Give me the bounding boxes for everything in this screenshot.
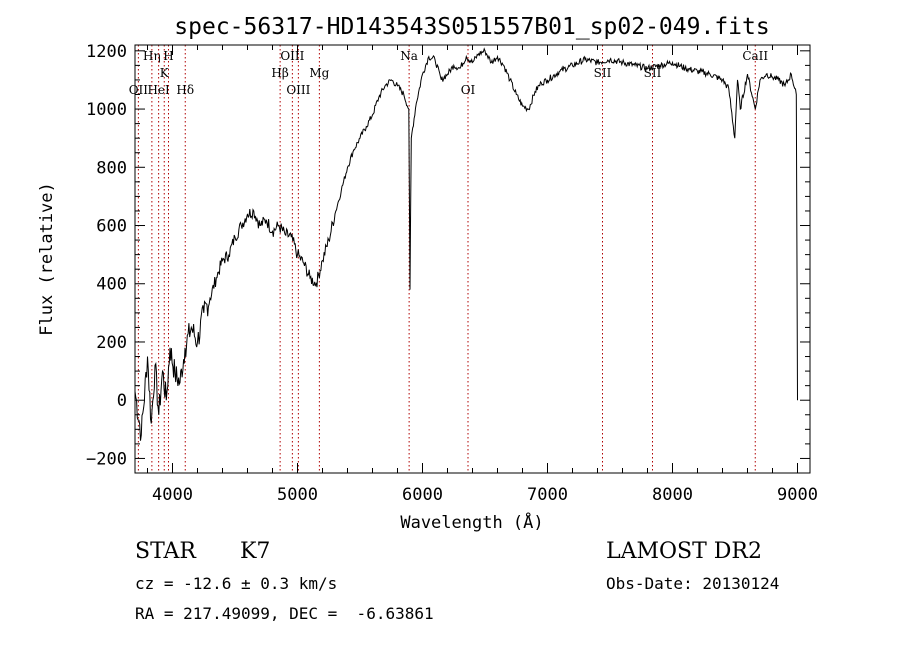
line-marker-label: HeI bbox=[147, 83, 170, 97]
line-markers: OII Hη HeI KH Hδ Hβ OIII OIII Mg Na OI SII SII CaII bbox=[129, 45, 768, 473]
line-marker-label: Na bbox=[400, 49, 418, 63]
x-axis-label: Wavelength (Å) bbox=[400, 511, 543, 533]
y-tick-label: 200 bbox=[96, 333, 127, 353]
chart-title: spec-56317-HD143543S051557B01_sp02-049.f… bbox=[174, 14, 769, 40]
y-axis-label: Flux (relative) bbox=[37, 182, 57, 336]
line-marker-label: CaII bbox=[742, 49, 768, 63]
y-tick-label: 1000 bbox=[86, 100, 127, 120]
y-tick-label: 1200 bbox=[86, 42, 127, 62]
x-tick-label: 5000 bbox=[277, 485, 318, 505]
obs-date-text: Obs-Date: 20130124 bbox=[606, 574, 780, 593]
line-marker-label: K bbox=[160, 66, 170, 80]
spectrum-line bbox=[134, 47, 798, 441]
line-marker-label: Hη bbox=[143, 49, 161, 63]
plot-frame bbox=[134, 44, 811, 474]
survey-name: LAMOST DR2 bbox=[606, 539, 762, 564]
x-tick-label: 4000 bbox=[152, 485, 193, 505]
line-marker-label: Mg bbox=[309, 66, 329, 80]
line-marker-label: OIII bbox=[280, 49, 304, 63]
line-marker-label: SII bbox=[594, 66, 612, 80]
line-marker-label: Hδ bbox=[176, 83, 194, 97]
axis-ticks: 4000 5000 6000 7000 8000 9000 −200 0 200 400 600 80… bbox=[86, 42, 818, 505]
object-subclass: K7 bbox=[240, 539, 271, 564]
line-marker-label: OI bbox=[461, 83, 476, 97]
line-marker-label: SII bbox=[644, 66, 662, 80]
y-tick-label: 800 bbox=[96, 158, 127, 178]
y-tick-label: −200 bbox=[86, 449, 127, 469]
coordinates-text: RA = 217.49099, DEC = -6.63861 bbox=[135, 604, 434, 623]
line-marker-label: OIII bbox=[286, 83, 310, 97]
x-tick-label: 8000 bbox=[652, 485, 693, 505]
redshift-text: cz = -12.6 ± 0.3 km/s bbox=[135, 574, 338, 593]
x-tick-label: 6000 bbox=[402, 485, 443, 505]
y-tick-label: 600 bbox=[96, 217, 127, 237]
x-tick-label: 9000 bbox=[777, 485, 818, 505]
line-marker-label: Hβ bbox=[271, 66, 288, 80]
x-tick-label: 7000 bbox=[527, 485, 568, 505]
line-marker-label: OII bbox=[129, 83, 149, 97]
line-marker-label: H bbox=[163, 49, 173, 63]
object-class: STAR bbox=[135, 539, 196, 564]
y-tick-label: 400 bbox=[96, 275, 127, 295]
y-tick-label: 0 bbox=[117, 391, 127, 411]
